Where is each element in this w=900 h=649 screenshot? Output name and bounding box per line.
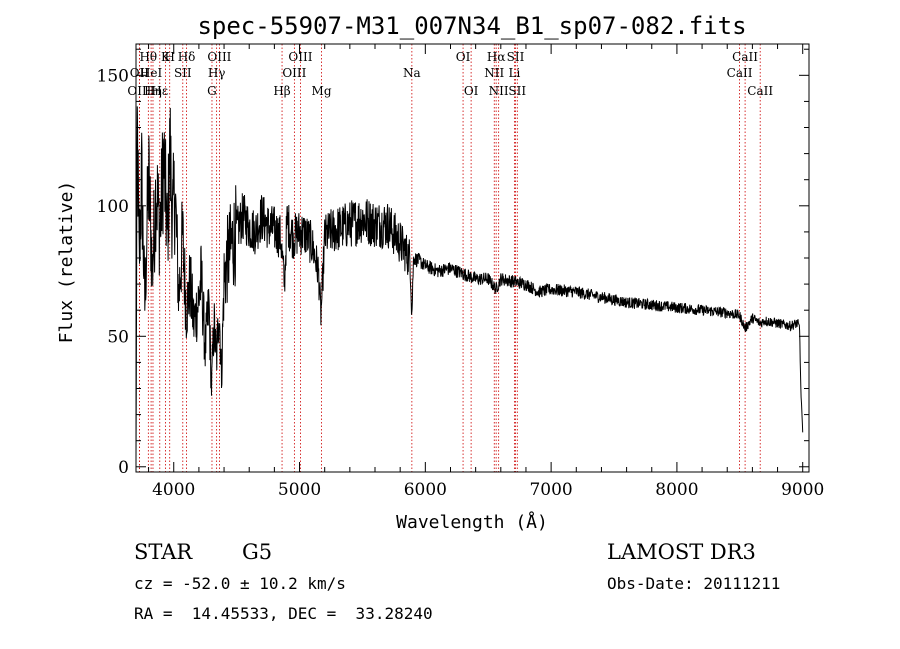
spectrum-series bbox=[135, 106, 804, 459]
spectral-line-label: Hα bbox=[487, 50, 506, 64]
object-class: STAR bbox=[134, 540, 193, 564]
spectral-line-label: K bbox=[161, 50, 171, 64]
spectral-line-label: Hδ bbox=[178, 50, 196, 64]
spectral-line-label: Na bbox=[403, 66, 421, 80]
spectral-line-label: HeI bbox=[140, 66, 163, 80]
plot-frame bbox=[135, 43, 810, 473]
spectral-line-label: Hθ bbox=[139, 50, 157, 64]
y-tick-label: 0 bbox=[118, 458, 129, 478]
spectral-line-label: OIII bbox=[288, 50, 312, 64]
spectral-line-label: Hγ bbox=[208, 66, 226, 80]
observation-date: Obs-Date: 20111211 bbox=[607, 574, 781, 593]
chart-title: spec-55907-M31_007N34_B1_sp07-082.fits bbox=[197, 12, 746, 40]
spectral-line-label: SII bbox=[507, 50, 525, 64]
spectral-line-label: OII bbox=[130, 66, 150, 80]
redshift-cz: cz = -52.0 ± 10.2 km/s bbox=[134, 574, 346, 593]
spectral-line-label: Hε bbox=[151, 84, 168, 98]
spectral-line-label: NII bbox=[484, 66, 504, 80]
spectral-line-label: OIII bbox=[207, 50, 231, 64]
x-tick-label: 5000 bbox=[278, 480, 321, 500]
spectral-line-label: SII bbox=[508, 84, 526, 98]
spectral-line-label: Li bbox=[508, 66, 520, 80]
spectral-line-label: NII bbox=[489, 84, 509, 98]
object-subclass: G5 bbox=[242, 540, 273, 564]
axis-ticks bbox=[136, 44, 809, 472]
spectral-line-label: Hη bbox=[144, 84, 162, 98]
spectral-line-markers bbox=[138, 44, 761, 472]
y-axis-label: Flux (relative) bbox=[56, 181, 77, 344]
x-tick-label: 8000 bbox=[655, 480, 698, 500]
spectral-line-label: CaII bbox=[732, 50, 758, 64]
y-tick-label: 100 bbox=[97, 197, 129, 217]
spectral-line-label: Hβ bbox=[273, 84, 290, 98]
y-tick-label: 50 bbox=[107, 327, 129, 347]
x-tick-label: 6000 bbox=[404, 480, 447, 500]
y-tick-label: 150 bbox=[97, 66, 129, 86]
spectral-line-label: SII bbox=[174, 66, 192, 80]
spectral-line-label: G bbox=[207, 84, 217, 98]
axis-tick-labels: 4000 5000 6000 7000 8000 9000 0 50 100 150 bbox=[97, 66, 825, 500]
spectral-line-label: OI bbox=[464, 84, 479, 98]
spectral-line-label: CaII bbox=[727, 66, 753, 80]
spectral-line-label: OI bbox=[456, 50, 471, 64]
coordinates: RA = 14.45533, DEC = 33.28240 bbox=[134, 604, 433, 623]
spectral-line-label: CaII bbox=[747, 84, 773, 98]
spectral-line-label: OIII bbox=[282, 66, 306, 80]
x-tick-label: 4000 bbox=[152, 480, 195, 500]
x-tick-label: 7000 bbox=[529, 480, 572, 500]
survey-name: LAMOST DR3 bbox=[607, 540, 756, 564]
x-tick-label: 9000 bbox=[781, 480, 824, 500]
spectral-line-label: OIII bbox=[127, 84, 151, 98]
x-axis-label: Wavelength (Å) bbox=[396, 511, 548, 533]
spectral-line-label: Mg bbox=[312, 84, 332, 98]
spectral-line-label: H bbox=[164, 50, 174, 64]
